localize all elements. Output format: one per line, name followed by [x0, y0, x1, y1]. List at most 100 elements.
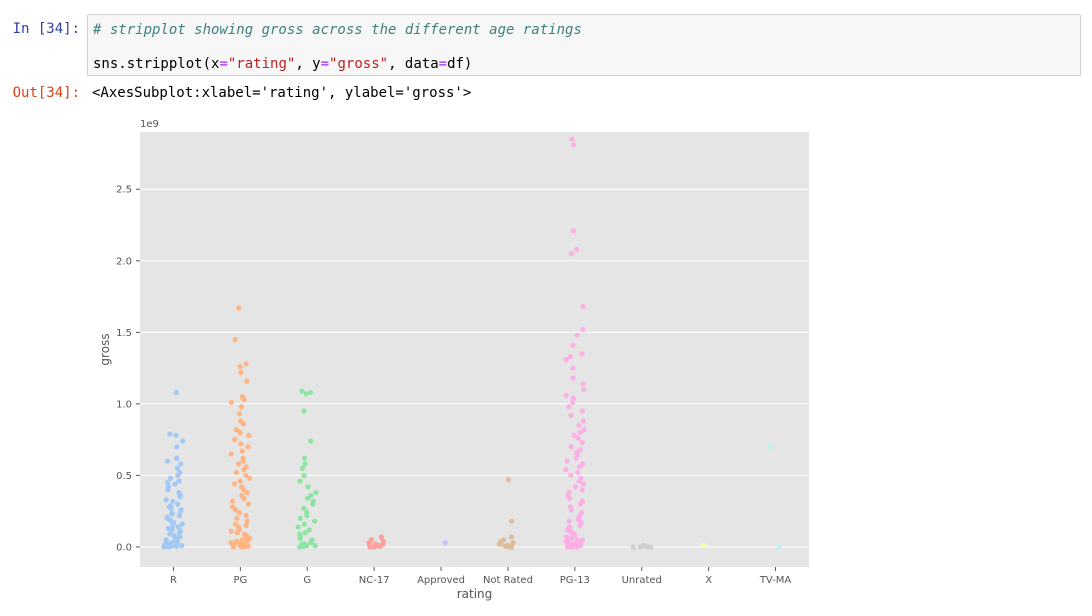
data-point: [563, 392, 569, 398]
y-tick-label: 1.5: [116, 328, 132, 339]
data-point: [241, 396, 247, 403]
data-point: [165, 525, 171, 531]
data-point: [579, 487, 585, 493]
input-prompt: In [34]:: [12, 21, 80, 37]
data-point: [573, 246, 580, 252]
data-point: [564, 458, 570, 464]
data-point: [301, 408, 307, 414]
y-axis-multiplier: 1e9: [140, 119, 159, 130]
data-point: [234, 530, 240, 536]
data-point: [176, 478, 182, 484]
code-token: =: [320, 56, 330, 72]
data-point: [167, 431, 173, 437]
data-point: [175, 501, 181, 507]
data-point: [241, 495, 247, 501]
data-point: [506, 544, 512, 550]
data-point: [303, 391, 309, 397]
code-token: , y: [295, 56, 321, 72]
data-point: [311, 518, 318, 524]
data-point: [170, 498, 176, 504]
data-point: [568, 444, 574, 450]
plot-background: [140, 132, 809, 567]
data-point: [579, 351, 585, 357]
data-point: [302, 461, 308, 467]
data-point: [776, 544, 782, 550]
data-point: [299, 388, 305, 394]
data-point: [161, 544, 167, 550]
data-point: [442, 540, 448, 546]
data-point: [367, 544, 373, 550]
data-point: [166, 544, 172, 550]
data-point: [378, 534, 384, 540]
data-point: [570, 395, 576, 401]
data-point: [232, 336, 238, 343]
data-point: [231, 481, 238, 487]
data-point: [568, 507, 575, 513]
data-point: [233, 427, 240, 433]
data-point: [172, 481, 178, 487]
data-point: [175, 524, 181, 530]
data-point: [240, 421, 247, 427]
data-point: [238, 369, 244, 375]
data-point: [228, 528, 234, 534]
data-point: [168, 505, 174, 511]
data-point: [644, 544, 650, 550]
data-point: [173, 543, 180, 549]
data-point: [240, 487, 247, 493]
data-point: [579, 439, 585, 446]
data-point: [167, 475, 174, 481]
y-axis-label: gross: [98, 333, 112, 365]
code-comment: # stripplot showing gross across the dif…: [93, 22, 582, 38]
data-point: [302, 530, 308, 536]
code-token: df): [447, 56, 473, 72]
data-point: [577, 447, 583, 453]
data-point: [301, 472, 307, 479]
data-point: [230, 544, 237, 550]
data-point: [571, 432, 577, 438]
code-input-area[interactable]: # stripplot showing gross across the dif…: [87, 14, 1081, 76]
data-point: [174, 465, 180, 471]
y-tick-label: 0.0: [116, 542, 132, 553]
data-point: [580, 303, 586, 310]
data-point: [581, 386, 587, 393]
data-point: [577, 501, 584, 507]
data-point: [767, 444, 773, 450]
data-point: [306, 527, 312, 533]
y-tick-label: 1.0: [116, 399, 132, 410]
data-point: [564, 534, 570, 540]
data-point: [571, 228, 577, 234]
data-point: [570, 375, 576, 381]
data-point: [637, 544, 643, 550]
data-point: [179, 521, 185, 527]
data-point: [177, 494, 183, 500]
data-point: [175, 472, 181, 479]
data-point: [243, 361, 249, 367]
data-point: [701, 542, 707, 549]
code-statement: sns.stripplot(x="rating", y="gross", dat…: [93, 55, 472, 73]
data-point: [572, 484, 578, 490]
data-point: [570, 342, 576, 348]
x-tick-label: Unrated: [622, 575, 662, 586]
data-point: [180, 438, 186, 444]
data-point: [305, 484, 311, 490]
data-point: [581, 427, 587, 433]
output-prompt: Out[34]:: [12, 85, 80, 101]
data-point: [247, 475, 253, 481]
x-tick-label: G: [303, 575, 311, 586]
data-point: [509, 518, 515, 524]
data-point: [576, 422, 582, 428]
data-point: [502, 543, 509, 549]
data-point: [178, 461, 184, 467]
data-point: [377, 543, 383, 549]
data-point: [244, 489, 250, 496]
data-point: [245, 543, 251, 549]
data-point: [163, 497, 169, 503]
data-point: [176, 512, 183, 519]
data-point: [571, 142, 577, 148]
data-point: [236, 411, 242, 417]
data-point: [310, 501, 316, 507]
data-point: [308, 438, 314, 444]
data-point: [238, 441, 244, 447]
data-point: [567, 354, 574, 360]
data-point: [169, 511, 175, 517]
